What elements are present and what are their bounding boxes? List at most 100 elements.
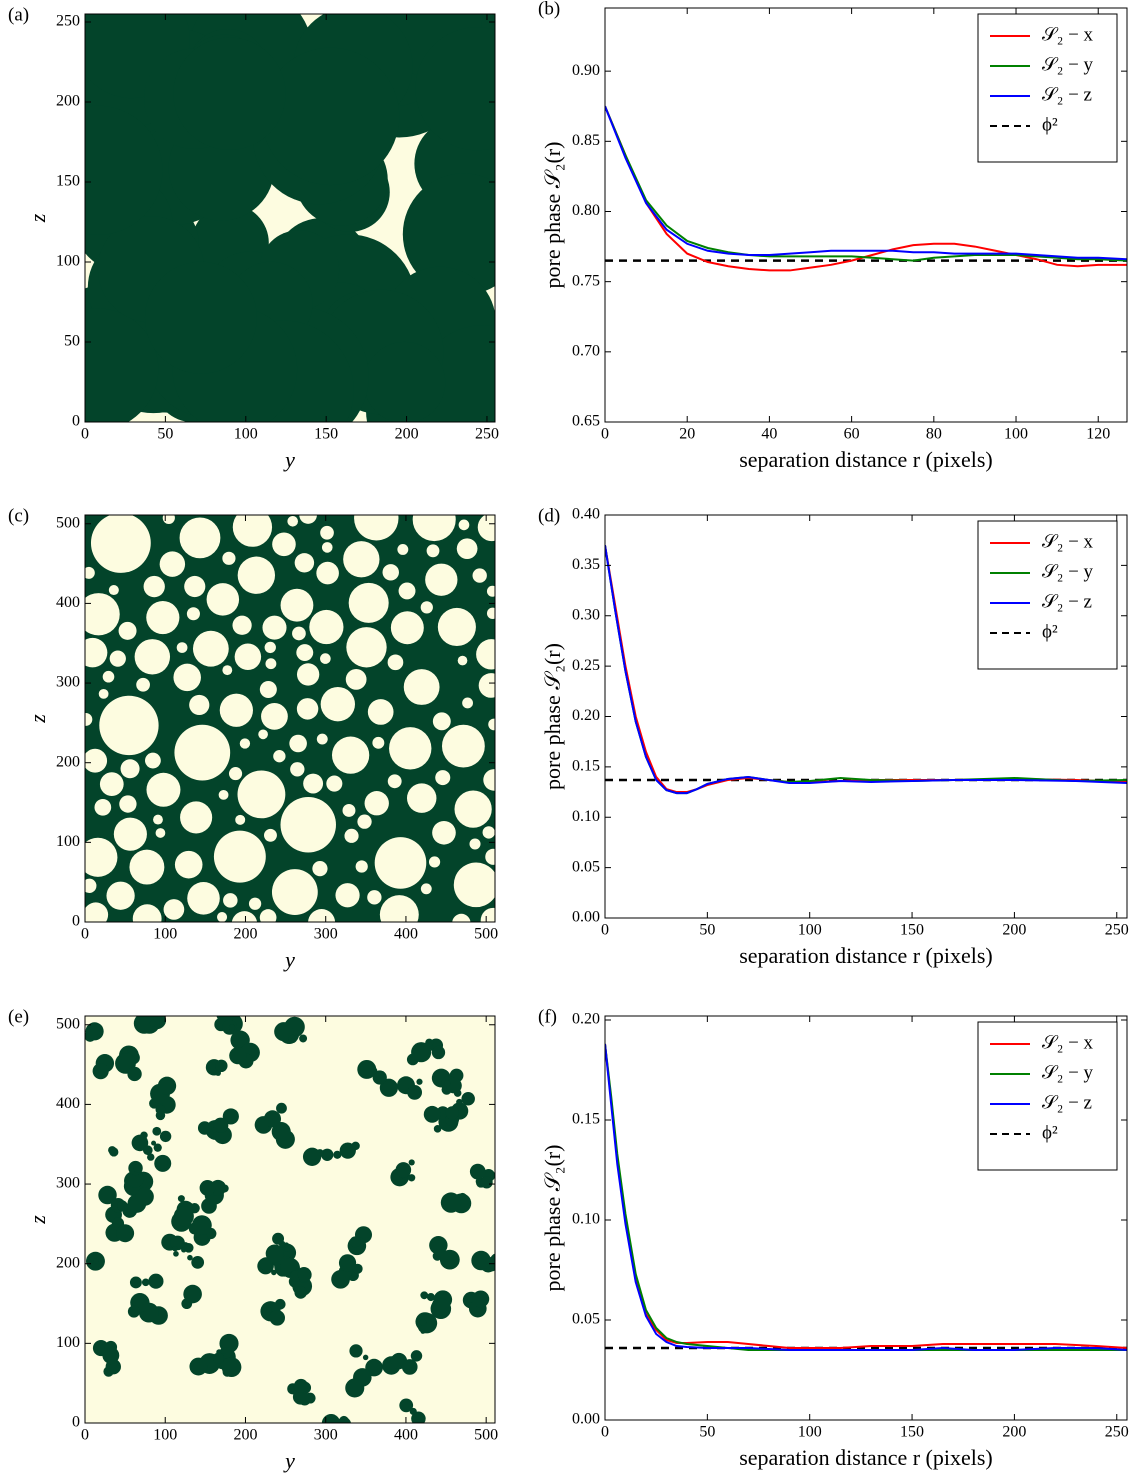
- pore: [454, 863, 499, 908]
- pore: [220, 694, 253, 727]
- y-tick-label: 0.35: [572, 556, 600, 573]
- pore: [375, 837, 427, 889]
- grain: [417, 1313, 437, 1333]
- legend: 𝒮₂ − x𝒮₂ − y𝒮₂ − zϕ²: [978, 521, 1117, 669]
- grain: [116, 1224, 134, 1242]
- y-tick-label: 100: [56, 253, 80, 270]
- pore: [429, 856, 440, 867]
- pore: [272, 532, 296, 556]
- y-tick-label: 500: [56, 514, 80, 531]
- grain: [158, 1077, 176, 1095]
- pore: [153, 815, 163, 825]
- y-tick-label: 100: [56, 1334, 80, 1351]
- pore: [83, 749, 107, 773]
- x-tick-label: 80: [926, 426, 942, 443]
- grain: [174, 1206, 194, 1226]
- grain: [108, 1146, 116, 1154]
- grain: [270, 1310, 285, 1325]
- grain: [109, 1363, 119, 1373]
- pore: [262, 616, 286, 640]
- x-tick-label: 0: [601, 922, 609, 939]
- y-tick-label: 0.75: [572, 272, 600, 289]
- grain: [229, 1024, 235, 1030]
- pore: [320, 526, 334, 540]
- pore: [180, 801, 212, 833]
- grain: [446, 1106, 459, 1119]
- pore: [309, 610, 343, 644]
- grain: [432, 1046, 445, 1059]
- y-tick-label: 200: [56, 1254, 80, 1271]
- pore: [404, 669, 440, 705]
- pore: [260, 909, 277, 926]
- pore: [145, 753, 161, 769]
- legend-label: 𝒮₂ − z: [1042, 591, 1092, 612]
- pore: [240, 738, 250, 748]
- pore: [114, 818, 147, 851]
- grain: [221, 1009, 227, 1015]
- legend: 𝒮₂ − x𝒮₂ − y𝒮₂ − zϕ²: [978, 14, 1117, 162]
- grain: [148, 1274, 163, 1289]
- pore: [106, 882, 134, 910]
- pore: [119, 795, 136, 812]
- pore: [238, 770, 286, 818]
- pore: [219, 790, 229, 800]
- pore: [100, 772, 124, 796]
- grain: [130, 1277, 142, 1289]
- pore: [175, 851, 203, 879]
- grain: [276, 1103, 287, 1114]
- pore: [78, 638, 108, 668]
- pore: [265, 642, 276, 653]
- pore: [217, 912, 227, 922]
- grain: [294, 1286, 307, 1299]
- grain: [154, 1144, 162, 1152]
- x-tick-label: 400: [394, 926, 418, 943]
- grain: [285, 1247, 290, 1252]
- grain: [416, 1079, 422, 1085]
- y-axis-label: z: [25, 714, 50, 724]
- x-tick-label: 200: [395, 426, 419, 443]
- pore: [455, 790, 492, 827]
- grain: [299, 1035, 307, 1043]
- x-tick-label: 200: [1002, 1424, 1026, 1441]
- pore: [346, 669, 367, 690]
- grain: [470, 1164, 486, 1180]
- grain: [411, 1350, 422, 1361]
- y-tick-label: 300: [56, 1175, 80, 1192]
- y-tick-label: 0.00: [572, 1411, 600, 1428]
- x-tick-label: 500: [474, 1427, 498, 1444]
- pore: [321, 687, 355, 721]
- grain: [298, 1268, 311, 1281]
- x-tick-label: 40: [761, 426, 777, 443]
- grain: [294, 1379, 308, 1393]
- grain: [160, 1131, 171, 1142]
- grain: [155, 1157, 168, 1170]
- y-tick-label: 0.90: [572, 62, 600, 79]
- y-tick-label: 0: [72, 1414, 80, 1431]
- legend-label: ϕ²: [1042, 621, 1058, 642]
- grain: [33, 106, 162, 235]
- pore: [146, 773, 180, 807]
- grain: [440, 1250, 460, 1270]
- grain: [93, 1258, 98, 1263]
- grain: [143, 1145, 153, 1155]
- pore: [214, 831, 266, 883]
- legend-label: 𝒮₂ − y: [1042, 561, 1094, 582]
- pore: [207, 583, 239, 615]
- pore: [121, 759, 140, 778]
- x-tick-label: 0: [81, 1427, 89, 1444]
- pore: [144, 576, 165, 597]
- x-axis-label: y: [283, 947, 295, 972]
- pore: [343, 541, 379, 577]
- grain: [289, 1035, 297, 1043]
- grain: [424, 1106, 441, 1123]
- pore: [470, 838, 481, 849]
- grain: [128, 1306, 140, 1318]
- pore: [160, 551, 185, 576]
- pore: [322, 542, 333, 553]
- pore: [372, 737, 384, 749]
- pore: [459, 520, 470, 531]
- pore: [292, 627, 306, 641]
- y-tick-label: 300: [56, 674, 80, 691]
- x-tick-label: 0: [81, 426, 89, 443]
- pore: [368, 699, 394, 725]
